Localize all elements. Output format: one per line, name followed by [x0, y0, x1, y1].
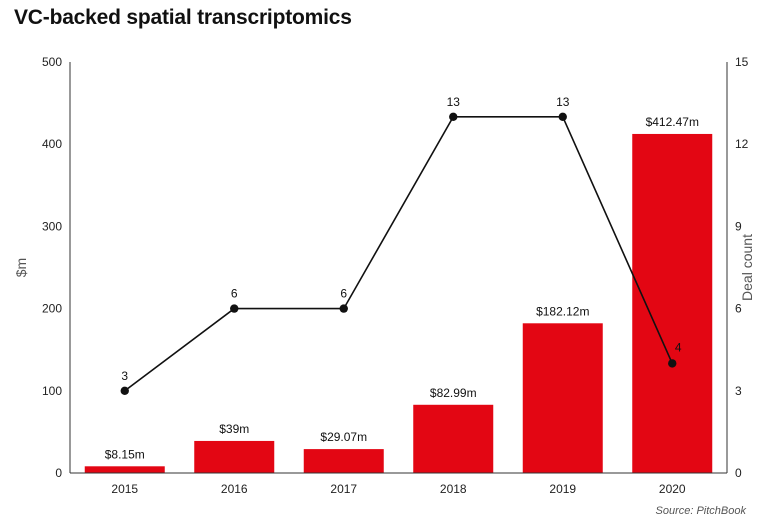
bar-value-label: $82.99m — [430, 386, 477, 400]
bar-2016 — [194, 440, 275, 473]
y-tick-label: 400 — [42, 137, 62, 151]
deal-count-point — [120, 386, 129, 395]
deal-count-point — [339, 304, 348, 313]
deal-count-label: 4 — [675, 340, 682, 354]
y2-tick-label: 0 — [735, 466, 742, 480]
chart-title: VC-backed spatial transcriptomics — [14, 6, 352, 29]
y-tick-label: 200 — [42, 302, 62, 316]
bar-2020 — [632, 133, 713, 474]
deal-count-label: 3 — [121, 369, 128, 383]
x-tick-label: 2020 — [659, 482, 686, 496]
y2-tick-label: 3 — [735, 384, 742, 398]
x-tick-label: 2015 — [111, 482, 138, 496]
deal-count-label: 6 — [340, 287, 347, 301]
x-tick-label: 2019 — [549, 482, 576, 496]
deal-count-label: 6 — [231, 287, 238, 301]
y-tick-label: 300 — [42, 219, 62, 233]
deal-count-label: 13 — [556, 95, 570, 109]
bar-value-label: $8.15m — [105, 447, 145, 461]
x-tick-label: 2018 — [440, 482, 467, 496]
bar-2018 — [413, 404, 494, 473]
source-note: Source: PitchBook — [655, 505, 747, 517]
bar-2019 — [522, 323, 603, 473]
y2-tick-label: 12 — [735, 137, 749, 151]
deal-count-point — [449, 112, 458, 122]
axes-layer: 2015 2016 2017 2018 2019 2020 0 100 200 300 400 500… — [13, 55, 755, 496]
deal-count-line-layer — [120, 112, 677, 395]
x-tick-label: 2016 — [221, 482, 248, 496]
bar-value-label: $39m — [219, 422, 249, 436]
y-axis-title: $m — [13, 258, 29, 277]
bar-2015 — [84, 466, 165, 473]
deal-count-point — [558, 112, 567, 122]
deal-count-point — [230, 304, 239, 313]
bar-value-label: $29.07m — [320, 430, 367, 444]
deal-count-line — [124, 116, 673, 392]
y-tick-label: 500 — [42, 55, 62, 69]
y2-tick-label: 15 — [735, 55, 749, 69]
deal-count-label: 13 — [447, 95, 461, 109]
deal-count-point — [668, 359, 677, 368]
y-tick-label: 100 — [42, 384, 62, 398]
y-tick-label: 0 — [55, 466, 62, 480]
y2-tick-label: 9 — [735, 219, 742, 233]
labels-layer: $8.15m $39m $29.07m $82.99m $182.12m $412.47m… — [105, 95, 699, 462]
bar-value-label: $412.47m — [646, 115, 699, 129]
y2-axis-title: Deal count — [739, 234, 755, 301]
bar-2017 — [303, 449, 384, 473]
bar-value-label: $182.12m — [536, 304, 589, 318]
y2-tick-label: 6 — [735, 302, 742, 316]
bars-layer — [84, 133, 713, 474]
x-tick-label: 2017 — [330, 482, 357, 496]
